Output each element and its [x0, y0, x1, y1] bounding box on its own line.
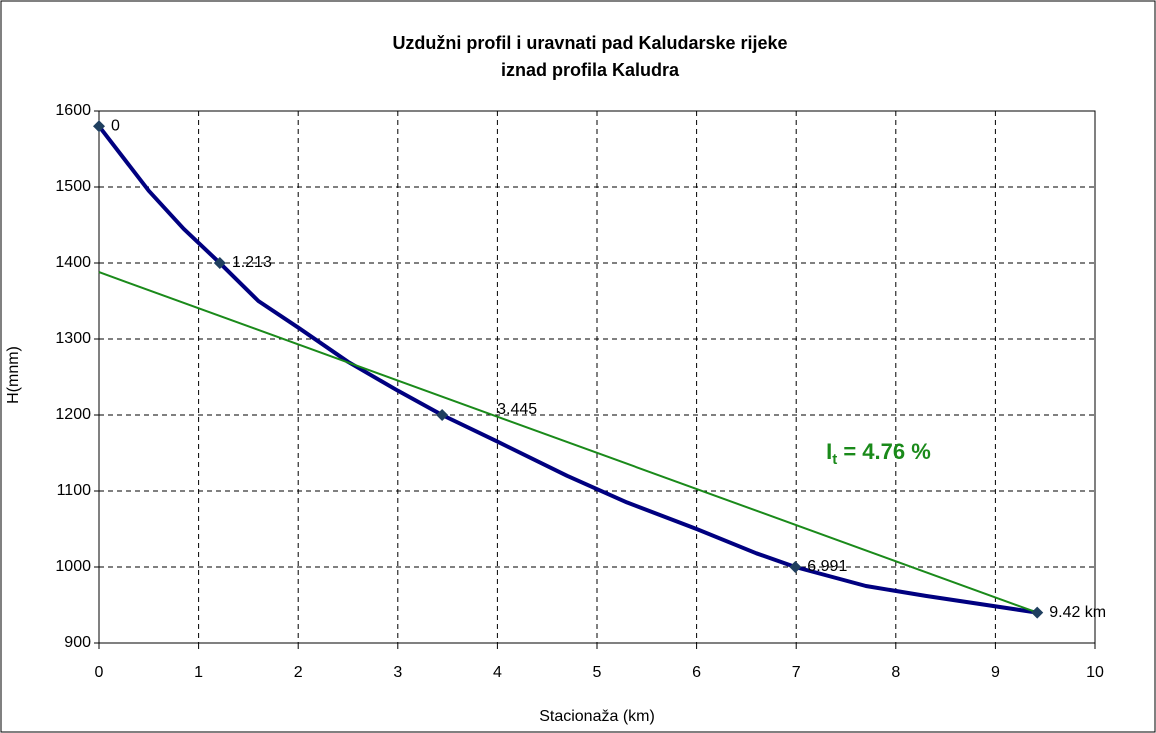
- x-tick-label: 10: [1086, 664, 1104, 681]
- data-label: 9.42 km: [1049, 604, 1106, 621]
- y-tick-label: 1500: [55, 178, 91, 195]
- plot-frame: [98, 110, 1096, 644]
- x-tick-label: 0: [95, 664, 104, 681]
- x-tick-label: 4: [493, 664, 502, 681]
- y-tick-label: 1600: [55, 102, 91, 119]
- annotation: It = 4.76 %: [826, 439, 931, 468]
- x-tick-label: 5: [593, 664, 602, 681]
- x-tick-label: 8: [891, 664, 900, 681]
- x-tick-label: 9: [991, 664, 1000, 681]
- data-label: 6.991: [807, 558, 847, 575]
- annotation-part: = 4.76 %: [837, 439, 931, 464]
- y-tick-label: 1000: [55, 558, 91, 575]
- y-tick-label: 1400: [55, 254, 91, 271]
- y-tick-label: 1200: [55, 406, 91, 423]
- chart-subtitle: iznad profila Kaludra: [501, 60, 680, 80]
- marker: [436, 409, 449, 421]
- line: [97, 124, 1038, 615]
- marker: [213, 257, 226, 269]
- x-tick-label: 1: [194, 664, 203, 681]
- y-tick-label: 1100: [57, 482, 92, 499]
- y-tick-label: 900: [64, 634, 91, 651]
- data-label: 3.445: [497, 401, 537, 418]
- y-axis-label: H(mnm): [5, 346, 22, 404]
- chart-title: Uzdužni profil i uravnati pad Kaludarske…: [392, 33, 787, 53]
- x-tick-label: 2: [294, 664, 303, 681]
- annotation-subscript: t: [832, 451, 837, 468]
- y-tick-label: 1300: [55, 330, 91, 347]
- x-axis-label: Stacionaža (km): [539, 708, 655, 725]
- marker: [1031, 606, 1044, 619]
- data-label: 0: [111, 117, 120, 134]
- x-tick-label: 3: [393, 664, 402, 681]
- marker: [789, 561, 802, 573]
- x-tick-label: 7: [792, 664, 801, 681]
- annotation-part: I: [826, 439, 832, 464]
- marker: [93, 120, 105, 133]
- x-tick-label: 6: [692, 664, 701, 681]
- line: [98, 271, 1038, 614]
- data-label: 1.213: [232, 254, 272, 271]
